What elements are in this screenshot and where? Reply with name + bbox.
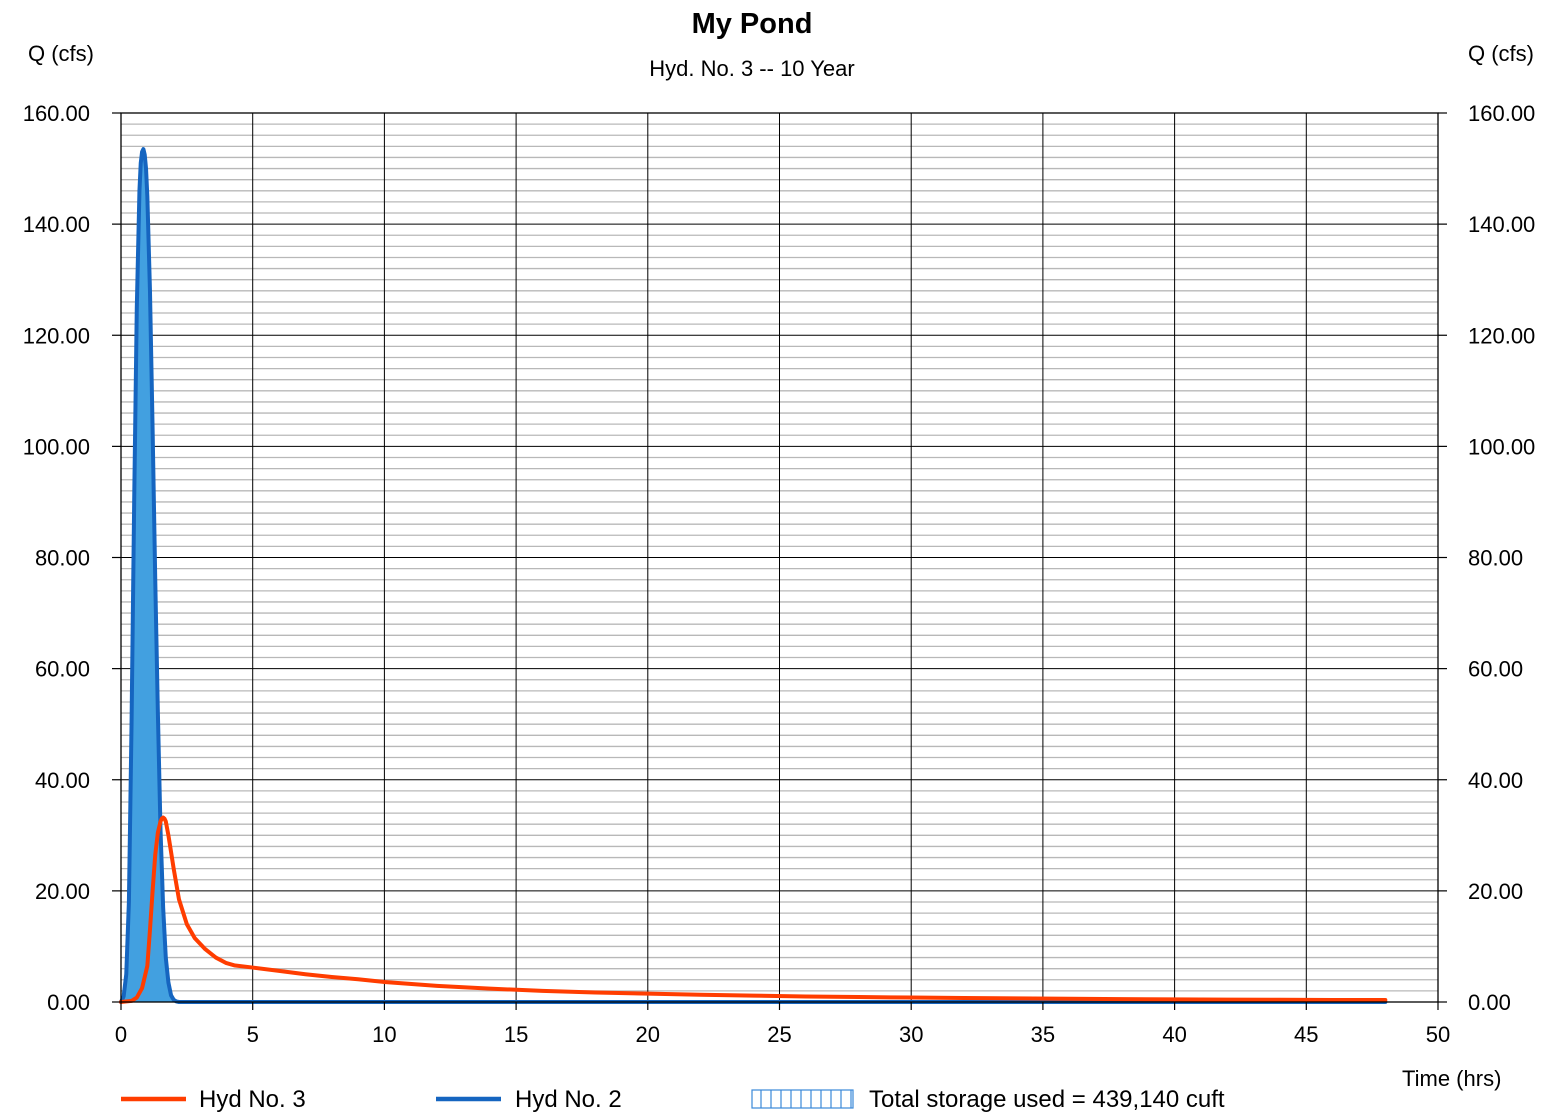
series-hyd-3-line <box>119 815 1388 1004</box>
y-tick-label-left: 140.00 <box>23 212 90 237</box>
y-tick-label-left: 120.00 <box>23 323 90 348</box>
y-tick-label-right: 20.00 <box>1468 879 1523 904</box>
y-tick-label-left: 0.00 <box>47 990 90 1015</box>
y-tick-label-right: 0.00 <box>1468 990 1511 1015</box>
x-tick-label: 10 <box>372 1022 396 1047</box>
x-axis-label: Time (hrs) <box>1402 1066 1501 1091</box>
y-tick-label-right: 120.00 <box>1468 323 1535 348</box>
y-axis-label-left: Q (cfs) <box>28 41 94 66</box>
y-tick-label-left: 20.00 <box>35 879 90 904</box>
series-layer <box>119 147 1388 1004</box>
y-tick-label-left: 40.00 <box>35 768 90 793</box>
x-tick-labels: 0 5 10 15 20 25 30 35 40 45 50 <box>115 1022 1450 1047</box>
series-hyd-2-area <box>121 149 1386 1002</box>
y-tick-labels-right: 0.00 20.00 40.00 60.00 80.00 100.00 120.00 140.… <box>1468 101 1535 1015</box>
x-tick-label: 35 <box>1031 1022 1055 1047</box>
y-tick-label-right: 140.00 <box>1468 212 1535 237</box>
x-tick-label: 40 <box>1162 1022 1186 1047</box>
y-tick-label-right: 160.00 <box>1468 101 1535 126</box>
x-tick-label: 45 <box>1294 1022 1318 1047</box>
legend-label-hyd-3: Hyd No. 3 <box>199 1086 306 1113</box>
y-axis-label-right: Q (cfs) <box>1468 41 1534 66</box>
y-tick-label-left: 160.00 <box>23 101 90 126</box>
x-tick-label: 15 <box>504 1022 528 1047</box>
y-tick-label-left: 60.00 <box>35 657 90 682</box>
chart-subtitle: Hyd. No. 3 -- 10 Year <box>649 56 854 81</box>
series-hyd-2-line <box>119 147 1388 1004</box>
y-tick-label-left: 80.00 <box>35 546 90 571</box>
y-tick-label-right: 60.00 <box>1468 657 1523 682</box>
x-tick-label: 20 <box>636 1022 660 1047</box>
y-tick-labels-left: 0.00 20.00 40.00 60.00 80.00 100.00 120.00 140.… <box>23 101 90 1015</box>
x-tick-label: 50 <box>1426 1022 1450 1047</box>
legend-label-storage: Total storage used = 439,140 cuft <box>869 1086 1225 1113</box>
major-gridlines <box>121 113 1438 1002</box>
legend-swatch-storage <box>751 1089 854 1109</box>
y-tick-label-right: 100.00 <box>1468 434 1535 459</box>
y-tick-label-right: 80.00 <box>1468 546 1523 571</box>
chart-title: My Pond <box>692 8 813 40</box>
tick-marks <box>112 112 1447 1010</box>
legend: Hyd No. 3 Hyd No. 2 Total storage used =… <box>121 1086 1225 1113</box>
y-tick-label-left: 100.00 <box>23 434 90 459</box>
x-tick-label: 25 <box>767 1022 791 1047</box>
x-tick-label: 0 <box>115 1022 127 1047</box>
x-tick-label: 30 <box>899 1022 923 1047</box>
y-tick-label-right: 40.00 <box>1468 768 1523 793</box>
x-tick-label: 5 <box>247 1022 259 1047</box>
legend-label-hyd-2: Hyd No. 2 <box>515 1086 622 1113</box>
